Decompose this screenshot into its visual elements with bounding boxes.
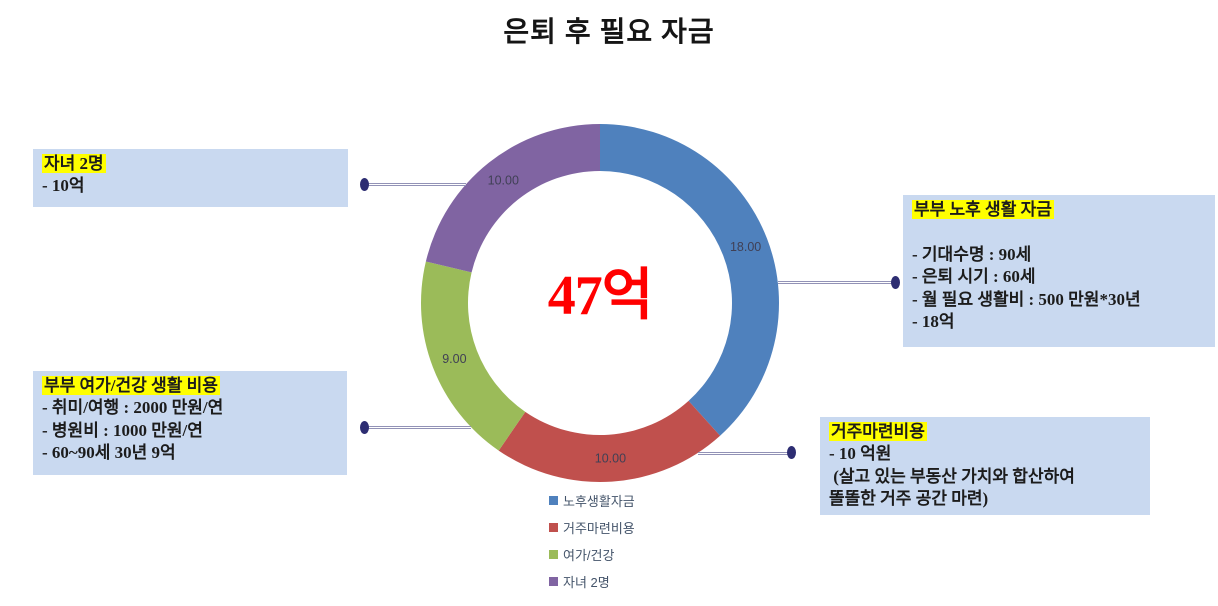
legend-item-3[interactable]: 자녀 2명 — [549, 572, 635, 591]
callout-retirement-title: 부부 노후 생활 자금 — [912, 199, 1206, 221]
highlighted-title: 자녀 2명 — [42, 154, 106, 173]
chart-title: 은퇴 후 필요 자금 — [503, 17, 715, 48]
legend-swatch-icon — [549, 550, 558, 559]
pie-data-label: 10.00 — [595, 452, 626, 466]
connector-dot-children — [360, 178, 369, 191]
pie-slice-0[interactable] — [600, 124, 779, 436]
connector-line-retirement — [778, 281, 896, 284]
callout-housing-line: (살고 있는 부동산 가치와 합산하여 — [829, 466, 1075, 486]
pie-data-label: 9.00 — [442, 352, 466, 366]
callout-housing[interactable]: 거주마련비용 - 10 억원 (살고 있는 부동산 가치와 합산하여 똘똘한 거… — [820, 417, 1150, 515]
connector-line-children — [366, 183, 466, 186]
highlighted-title: 부부 여가/건강 생활 비용 — [42, 376, 220, 395]
connector-line-housing — [698, 452, 791, 455]
callout-retirement-line: - 은퇴 시기 : 60세 — [912, 267, 1036, 287]
legend-swatch-icon — [549, 577, 558, 586]
callout-leisure-line: - 취미/여행 : 2000 만원/연 — [42, 398, 224, 418]
connector-dot-leisure — [360, 421, 369, 434]
legend-item-0[interactable]: 노후생활자금 — [549, 491, 635, 510]
highlighted-title: 부부 노후 생활 자금 — [912, 200, 1054, 219]
callout-housing-line: 똘똘한 거주 공간 마련) — [829, 489, 989, 509]
legend-label: 거주마련비용 — [563, 521, 635, 536]
callout-children[interactable]: 자녀 2명 - 10억 — [33, 149, 348, 207]
pie-slice-2[interactable] — [421, 261, 526, 451]
callout-retirement[interactable]: 부부 노후 생활 자금 - 기대수명 : 90세 - 은퇴 시기 : 60세 -… — [903, 195, 1215, 347]
pie-slice-3[interactable] — [425, 124, 600, 273]
pie-data-label: 18.00 — [730, 240, 761, 254]
legend-label: 여가/건강 — [563, 548, 615, 563]
callout-leisure-line: - 60~90세 30년 9억 — [42, 443, 176, 463]
callout-housing-line: - 10 억원 — [829, 444, 892, 464]
connector-line-leisure — [366, 426, 471, 429]
callout-leisure-line: - 병원비 : 1000 만원/연 — [42, 420, 203, 440]
legend-label: 노후생활자금 — [563, 494, 635, 509]
legend-label: 자녀 2명 — [563, 575, 610, 590]
highlighted-title: 거주마련비용 — [829, 422, 927, 441]
connector-dot-retirement — [891, 276, 900, 289]
legend-item-1[interactable]: 거주마련비용 — [549, 518, 635, 537]
total-center-label: 47억 — [547, 265, 654, 327]
callout-leisure[interactable]: 부부 여가/건강 생활 비용 - 취미/여행 : 2000 만원/연 - 병원비… — [33, 371, 347, 475]
callout-retirement-line: - 월 필요 생활비 : 500 만원*30년 — [912, 289, 1141, 309]
callout-retirement-line: - 기대수명 : 90세 — [912, 244, 1032, 264]
callout-housing-title: 거주마련비용 — [829, 421, 1141, 443]
callout-children-title: 자녀 2명 — [42, 153, 339, 175]
pie-data-label: 10.00 — [488, 174, 519, 188]
connector-dot-housing — [787, 446, 796, 459]
donut-chart: 18.00 10.00 9.00 10.00 — [421, 124, 779, 483]
legend-swatch-icon — [549, 523, 558, 532]
legend-item-2[interactable]: 여가/건강 — [549, 545, 635, 564]
pie-slice-1[interactable] — [498, 400, 721, 483]
callout-retirement-line: - 18억 — [912, 312, 955, 332]
callout-retirement-line — [912, 221, 1206, 243]
callout-children-line: - 10억 — [42, 176, 85, 196]
callout-leisure-title: 부부 여가/건강 생활 비용 — [42, 375, 338, 397]
legend-swatch-icon — [549, 496, 558, 505]
